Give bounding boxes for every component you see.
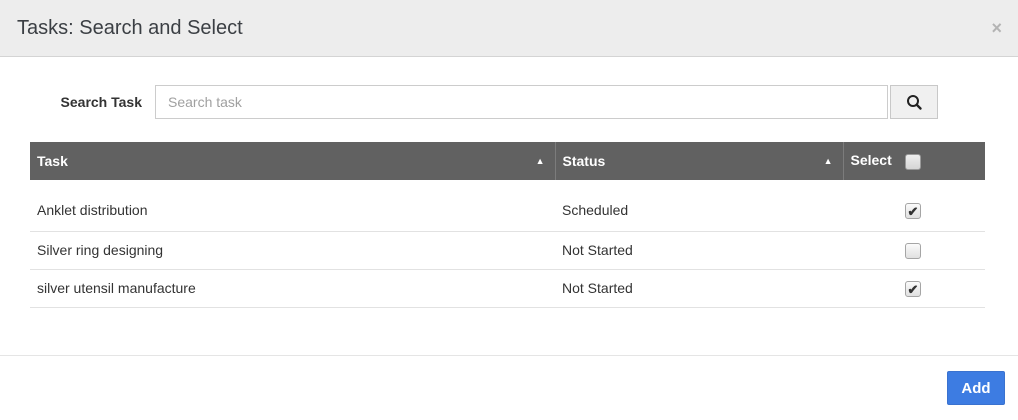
row-select-checkbox[interactable] — [905, 242, 921, 259]
select-all-checkbox[interactable] — [904, 153, 921, 170]
task-cell: Anklet distribution — [30, 180, 555, 232]
dialog-header: Tasks: Search and Select × — [0, 0, 1018, 57]
table-row: Silver ring designing Not Started — [30, 231, 985, 270]
dialog-title: Tasks: Search and Select — [17, 16, 243, 39]
search-group — [155, 85, 938, 119]
search-task-label: Search Task — [60, 94, 142, 110]
close-icon[interactable]: × — [991, 18, 1002, 38]
column-header-select: Select — [842, 142, 985, 180]
table-row: silver utensil manufacture Not Started ✔ — [30, 269, 985, 308]
task-cell: silver utensil manufacture — [30, 269, 555, 308]
select-cell: ✔ — [843, 269, 985, 308]
status-cell: Not Started — [555, 231, 843, 270]
row-select-checkbox[interactable]: ✔ — [905, 280, 921, 297]
add-button[interactable]: Add — [947, 371, 1005, 405]
select-cell: ✔ — [843, 180, 985, 232]
row-select-checkbox[interactable]: ✔ — [905, 202, 921, 219]
status-cell: Not Started — [555, 269, 843, 308]
search-row: Search Task — [0, 85, 1018, 119]
select-cell — [843, 231, 985, 270]
sort-asc-icon[interactable]: ▲ — [535, 156, 545, 166]
table-row: Anklet distribution Scheduled ✔ — [30, 180, 985, 232]
tasks-table: Task ▲ Status ▲ Select Anklet distributi… — [30, 142, 985, 308]
column-header-status[interactable]: Status ▲ — [554, 142, 843, 180]
search-icon — [905, 93, 923, 111]
sort-asc-icon[interactable]: ▲ — [823, 156, 833, 166]
search-button[interactable] — [890, 85, 938, 119]
status-cell: Scheduled — [555, 180, 843, 232]
column-header-task[interactable]: Task ▲ — [30, 142, 555, 180]
dialog-footer: Add — [0, 355, 1018, 420]
table-header-row: Task ▲ Status ▲ Select — [30, 142, 985, 180]
task-cell: Silver ring designing — [30, 231, 555, 270]
search-task-input[interactable] — [155, 85, 888, 119]
